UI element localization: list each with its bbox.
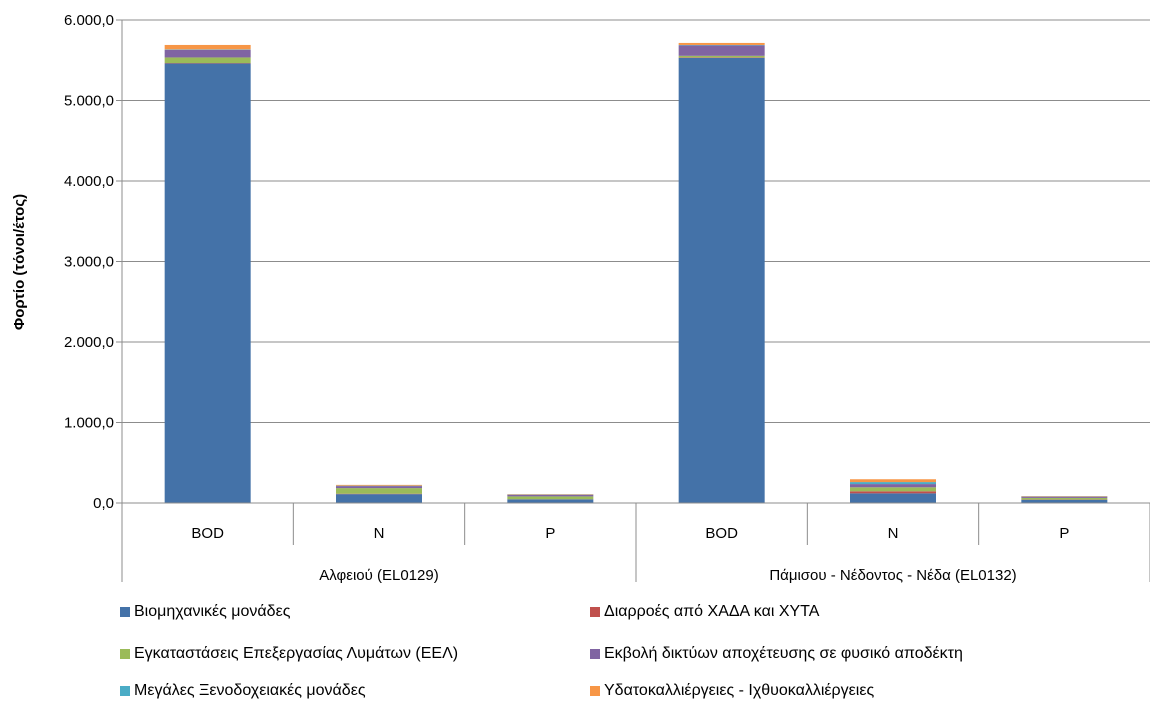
bar-segment xyxy=(164,57,251,64)
bar-segment xyxy=(1021,499,1108,503)
x-tick-label: N xyxy=(888,525,899,542)
bar-segment xyxy=(336,484,422,486)
gridlines xyxy=(122,19,1150,504)
bar-segment xyxy=(507,494,594,497)
bar-segment xyxy=(336,486,422,489)
bar-segment xyxy=(336,488,422,494)
x-tick-label: N xyxy=(374,525,385,542)
x-tick-label: P xyxy=(1059,525,1069,542)
y-tick-label: 2.000,0 xyxy=(64,334,114,351)
bar-segment xyxy=(507,496,594,500)
y-tick-label: 0,0 xyxy=(93,495,114,512)
bar-segment xyxy=(850,484,936,488)
bar-segment xyxy=(678,45,765,56)
bar-segment xyxy=(507,499,594,503)
bars xyxy=(164,42,1108,504)
y-tick-label: 1.000,0 xyxy=(64,415,114,432)
bar-segment xyxy=(678,57,765,504)
bar-segment xyxy=(850,479,936,483)
x-tick-label: BOD xyxy=(705,525,738,542)
x-axis: BOD N P BOD N P Αλφειού (EL0129) Πάμισου - Νέδο… xyxy=(121,502,1150,584)
bar-segment xyxy=(678,42,765,45)
y-axis-ticks: 0,0 1.000,0 2.000,0 3.000,0 4.000,0 5.000,0 6.… xyxy=(64,12,123,512)
y-tick-label: 3.000,0 xyxy=(64,254,114,271)
y-axis-label: Φορτίο (τόνοι/έτος) xyxy=(11,194,28,330)
bar-segment xyxy=(164,44,251,50)
y-tick-label: 4.000,0 xyxy=(64,173,114,190)
y-tick-label: 6.000,0 xyxy=(64,12,114,29)
x-tick-label: P xyxy=(545,525,555,542)
bar-segment xyxy=(164,49,251,58)
y-tick-label: 5.000,0 xyxy=(64,93,114,110)
group-label: Αλφειού (EL0129) xyxy=(319,567,438,584)
bar-segment xyxy=(1021,496,1108,498)
bar-segment xyxy=(850,491,936,494)
bar-segment xyxy=(850,487,936,492)
bar-segment xyxy=(850,493,936,503)
bar-segment xyxy=(850,482,936,485)
bar-segment xyxy=(678,55,765,58)
bar-segment xyxy=(336,494,422,503)
bar-segment xyxy=(1021,497,1108,500)
x-tick-label: BOD xyxy=(191,525,224,542)
bar-segment xyxy=(164,63,251,503)
group-label: Πάμισου - Νέδοντος - Νέδα (EL0132) xyxy=(769,567,1016,584)
